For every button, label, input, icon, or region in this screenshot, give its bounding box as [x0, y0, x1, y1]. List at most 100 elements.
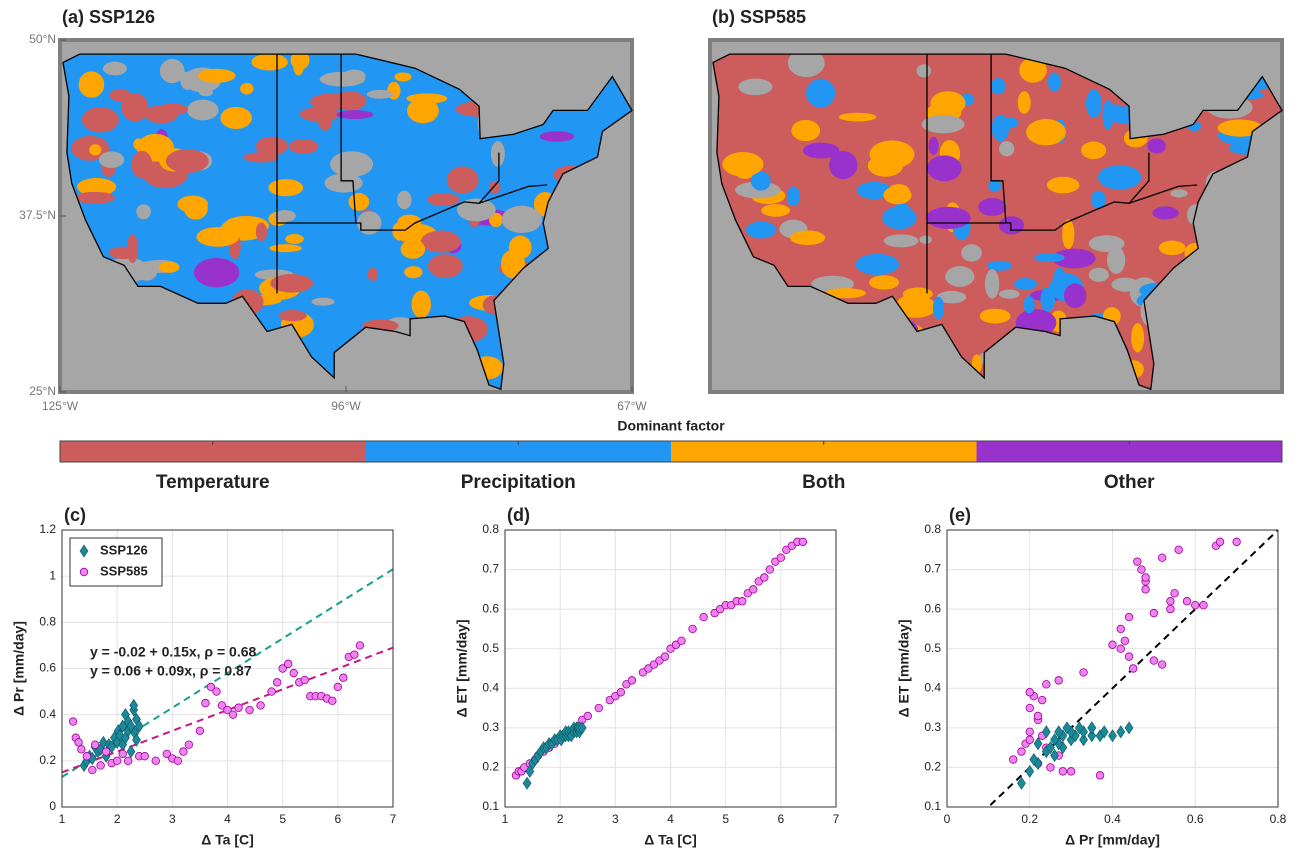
map-patch: [738, 78, 773, 96]
y-tick-label: 0.7: [924, 562, 941, 576]
map-patch: [394, 72, 412, 82]
y-tick-label: 0.1: [924, 799, 941, 813]
legend-marker: [79, 567, 89, 577]
map-patch: [1102, 100, 1114, 130]
x-tick-label: 5: [279, 812, 286, 826]
x-tick-label: 2: [557, 812, 564, 826]
y-tick-label: 0.4: [39, 707, 56, 721]
map-patch: [802, 142, 840, 159]
map-patch: [255, 222, 268, 242]
plot-layer: [62, 568, 393, 778]
map-patch: [791, 119, 821, 142]
y-tick-label: 0.2: [39, 753, 56, 767]
diamond-point: [118, 719, 128, 733]
y-axis-label: Δ ET [mm/day]: [454, 620, 470, 718]
map-patch: [446, 166, 479, 194]
map-patch: [135, 261, 158, 281]
map-patch: [198, 68, 236, 83]
panel-title: (d): [507, 505, 530, 525]
map-patch: [406, 93, 448, 104]
y-tick-label: 0.2: [924, 760, 941, 774]
map-patch: [501, 205, 543, 234]
map-patch: [1085, 89, 1102, 118]
map-patch: [268, 179, 304, 197]
map-patch: [121, 93, 149, 122]
diamond-point: [129, 698, 139, 712]
y-tick-label: 0.4: [924, 680, 941, 694]
diamond-point: [126, 719, 136, 733]
map-patch: [1047, 72, 1061, 92]
diamond-point: [577, 721, 587, 735]
map-patch: [74, 191, 115, 204]
y-tick-label: 0.6: [39, 661, 56, 675]
diamond-point: [1017, 776, 1026, 790]
map-patch: [293, 57, 304, 76]
circle-point: [677, 636, 686, 645]
circle-point: [1141, 585, 1150, 594]
circle-point: [738, 597, 747, 606]
map-patch: [278, 309, 307, 322]
x-tick-label: 7: [390, 812, 397, 826]
map-patch: [1026, 118, 1066, 146]
circle-point: [1025, 688, 1034, 697]
circle-point: [616, 688, 626, 697]
circle-point: [749, 585, 758, 594]
map-patch: [1014, 278, 1037, 291]
map-patch: [750, 171, 771, 191]
map-patch: [356, 211, 382, 235]
map-patch: [1088, 267, 1109, 282]
x-tick-label: 7: [833, 812, 840, 826]
circle-point: [1232, 537, 1241, 547]
circle-point: [1133, 557, 1142, 566]
circle-point: [1025, 727, 1034, 737]
circle-point: [1170, 589, 1179, 598]
map-patch: [761, 204, 791, 217]
region-border: [1128, 184, 1198, 204]
colorbar-segment: [60, 441, 366, 462]
region-border: [277, 152, 500, 231]
map-patch: [180, 71, 195, 90]
circle-point: [212, 687, 221, 696]
diamond-point: [1046, 741, 1055, 755]
diamond-point: [1116, 725, 1126, 739]
x-tick-label: 0.6: [1187, 812, 1204, 826]
circle-point: [1157, 553, 1167, 562]
circle-point: [77, 745, 86, 754]
circle-point: [184, 740, 194, 749]
region-border: [340, 54, 357, 224]
circle-point: [760, 573, 769, 582]
x-tick-label: 3: [169, 812, 176, 826]
circle-point: [1157, 660, 1167, 669]
map-patch: [269, 244, 302, 253]
map-patch: [1111, 277, 1139, 292]
circle-point: [583, 711, 592, 721]
circle-point: [1166, 597, 1175, 606]
map-patch: [1147, 138, 1166, 154]
circle-point: [1120, 636, 1130, 645]
circle-point: [1054, 676, 1063, 685]
map-patch: [883, 234, 919, 248]
circle-point: [1116, 624, 1125, 634]
diamond-point: [1025, 764, 1035, 778]
region-border: [478, 184, 548, 204]
circle-point: [688, 624, 697, 634]
map-patch: [829, 151, 858, 180]
map-patch: [986, 260, 1013, 271]
map-patch: [285, 234, 304, 244]
circle-point: [112, 756, 122, 766]
diamond-point: [1124, 721, 1134, 735]
diamond-point: [134, 719, 144, 733]
map-patch: [928, 136, 939, 155]
circle-point: [1079, 668, 1088, 677]
circle-point: [1025, 703, 1034, 713]
circle-point: [1033, 711, 1043, 721]
map-patch: [310, 93, 353, 111]
circle-point: [1149, 656, 1159, 665]
x-tick-label: 6: [334, 812, 341, 826]
map-patch: [501, 249, 525, 279]
lat-tick-label: 50°N: [29, 32, 56, 46]
circle-point: [660, 652, 670, 661]
circle-point: [118, 749, 127, 759]
diamond-point: [522, 776, 532, 790]
map-patch: [159, 58, 185, 84]
